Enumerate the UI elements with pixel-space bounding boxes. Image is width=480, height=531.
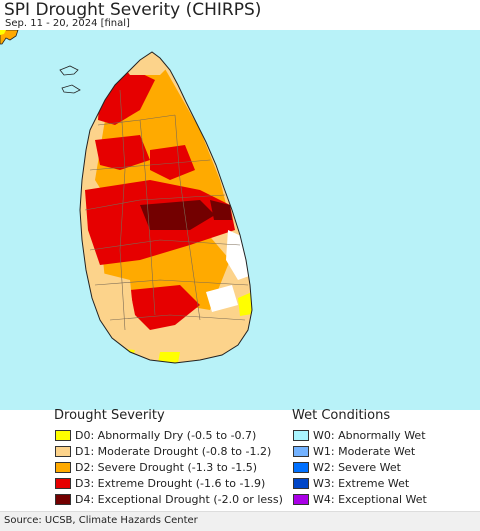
legend-item-w0: W0: Abnormally Wet (293, 428, 426, 443)
legend-item-w4: W4: Exceptional Wet (293, 492, 427, 507)
legend-swatch-d4 (55, 494, 71, 505)
map-title: SPI Drought Severity (CHIRPS) (4, 0, 262, 20)
source-credit: Source: UCSB, Climate Hazards Center (4, 515, 198, 526)
wet-legend-heading: Wet Conditions (292, 408, 391, 423)
legend-label-w2: W2: Severe Wet (313, 461, 401, 474)
region-d4-east (210, 200, 232, 220)
legend-item-w1: W1: Moderate Wet (293, 444, 415, 459)
legend-swatch-d0 (55, 430, 71, 441)
legend-label-d1: D1: Moderate Drought (-0.8 to -1.2) (75, 445, 272, 458)
legend-item-d0: D0: Abnormally Dry (-0.5 to -0.7) (55, 428, 256, 443)
drought-legend-heading: Drought Severity (54, 408, 165, 423)
legend-item-d4: D4: Exceptional Drought (-2.0 or less) (55, 492, 283, 507)
legend-label-w1: W1: Moderate Wet (313, 445, 416, 458)
india-landmass (0, 30, 19, 45)
legend-item-w2: W2: Severe Wet (293, 460, 401, 475)
district-boundaries (84, 89, 249, 331)
region-d4-center (140, 200, 215, 230)
map-subtitle: Sep. 11 - 20, 2024 [final] (5, 18, 130, 29)
region-d1-southeast (200, 300, 250, 350)
legend-label-d3: D3: Extreme Drought (-1.6 to -1.9) (75, 477, 266, 490)
region-d3-northwest (95, 135, 150, 170)
sri-lanka-map-svg (0, 30, 253, 364)
legend-label-w0: W0: Abnormally Wet (313, 429, 426, 442)
mannar-island (61, 84, 81, 94)
legend-label-d0: D0: Abnormally Dry (-0.5 to -0.7) (75, 429, 257, 442)
legend: Drought Severity Wet Conditions D0: Abno… (0, 408, 480, 510)
region-d0-east (226, 158, 238, 176)
legend-swatch-w4 (293, 494, 309, 505)
legend-swatch-d1 (55, 446, 71, 457)
legend-swatch-w1 (293, 446, 309, 457)
drought-regions (84, 52, 252, 363)
india-coast-yellow (0, 30, 6, 35)
legend-item-d2: D2: Severe Drought (-1.3 to -1.5) (55, 460, 257, 475)
legend-swatch-w0 (293, 430, 309, 441)
region-d3-south (130, 285, 200, 330)
region-d0-southeast (238, 292, 252, 316)
region-d3-center-east (150, 145, 195, 180)
region-d1-north (118, 52, 170, 75)
drought-map (0, 30, 480, 410)
jaffna-islands (59, 65, 79, 76)
legend-swatch-d2 (55, 462, 71, 473)
region-d0-south2 (158, 352, 180, 363)
island-outline (79, 51, 253, 364)
legend-label-w3: W3: Extreme Wet (313, 477, 410, 490)
region-d0-south (112, 348, 135, 360)
legend-item-d3: D3: Extreme Drought (-1.6 to -1.9) (55, 476, 265, 491)
legend-label-d2: D2: Severe Drought (-1.3 to -1.5) (75, 461, 258, 474)
legend-swatch-w2 (293, 462, 309, 473)
footer: Source: UCSB, Climate Hazards Center (0, 511, 480, 531)
legend-swatch-d3 (55, 478, 71, 489)
legend-swatch-w3 (293, 478, 309, 489)
legend-label-w4: W4: Exceptional Wet (313, 493, 427, 506)
legend-label-d4: D4: Exceptional Drought (-2.0 or less) (75, 493, 283, 506)
region-d1-southwest (90, 270, 135, 335)
legend-item-d1: D1: Moderate Drought (-0.8 to -1.2) (55, 444, 271, 459)
legend-item-w3: W3: Extreme Wet (293, 476, 409, 491)
region-none-southeast (206, 285, 238, 312)
